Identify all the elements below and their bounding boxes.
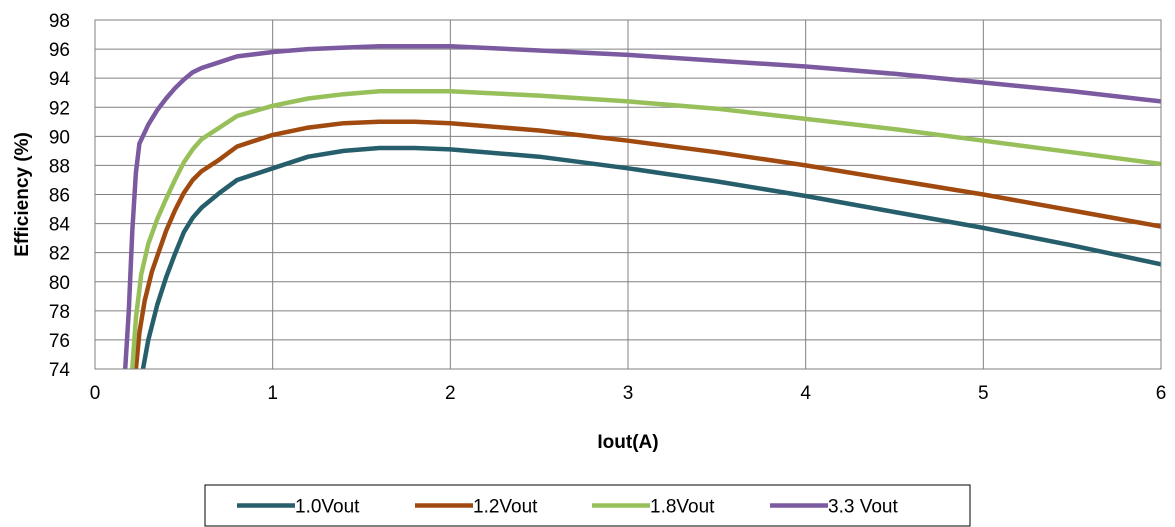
y-tick-label: 74 xyxy=(49,360,71,381)
y-axis-title: Efficiency (%) xyxy=(12,132,33,257)
y-tick-labels: 74 76 78 80 82 84 86 88 90 92 94 96 98 xyxy=(49,11,71,381)
legend-label-4: 3.3 Vout xyxy=(828,497,898,518)
series-line-1 xyxy=(140,145,1162,370)
y-tick-label: 80 xyxy=(49,273,70,294)
y-tick-label: 78 xyxy=(49,302,70,323)
y-tick-label: 82 xyxy=(49,244,70,265)
x-tick-label: 6 xyxy=(1156,383,1167,404)
y-tick-label: 92 xyxy=(49,98,70,119)
y-tick-label: 94 xyxy=(49,69,71,90)
series-line-2 xyxy=(133,119,1162,370)
series-line-3 xyxy=(130,89,1162,370)
series-lines xyxy=(122,43,1162,370)
plot-frame xyxy=(94,19,1162,370)
legend-label-3: 1.8Vout xyxy=(650,497,715,518)
series-line-4 xyxy=(122,43,1162,370)
legend-box xyxy=(204,484,971,527)
y-tick-label: 86 xyxy=(49,186,70,207)
x-tick-label: 4 xyxy=(800,383,811,404)
grid xyxy=(94,19,1162,370)
y-tick-label: 76 xyxy=(49,331,70,352)
y-tick-label: 84 xyxy=(49,215,71,236)
x-tick-labels: 0 1 2 3 4 5 6 xyxy=(90,383,1167,404)
x-tick-label: 5 xyxy=(978,383,989,404)
x-tick-label: 2 xyxy=(445,383,456,404)
x-tick-label: 1 xyxy=(267,383,278,404)
x-tick-label: 0 xyxy=(90,383,101,404)
y-tick-label: 96 xyxy=(49,40,70,61)
x-tick-label: 3 xyxy=(623,383,634,404)
legend-label-2: 1.2Vout xyxy=(473,497,538,518)
legend-label-1: 1.0Vout xyxy=(295,497,360,518)
y-tick-label: 98 xyxy=(49,11,70,32)
legend: 1.0Vout 1.2Vout 1.8Vout 3.3 Vout xyxy=(204,484,971,527)
y-tick-label: 90 xyxy=(49,127,70,148)
x-axis-title: Iout(A) xyxy=(597,432,658,453)
y-tick-label: 88 xyxy=(49,156,70,177)
